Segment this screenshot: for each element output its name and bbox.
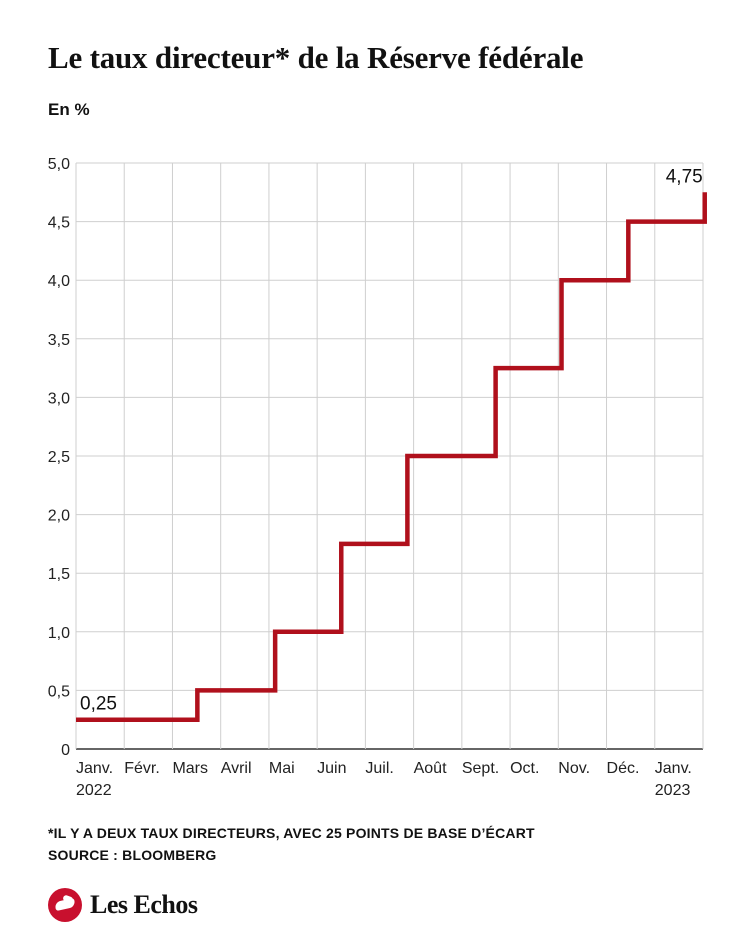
y-tick-label: 4,5 <box>48 215 70 232</box>
brand-logo: Les Echos <box>48 888 198 922</box>
step-line-chart: 0 0,5 1,0 1,5 2,0 2,5 3,0 3,5 4,0 4,5 5,0 Janv. 202… <box>48 156 707 799</box>
x-tick-label: Mai <box>269 760 295 777</box>
x-tick-label: Sept. <box>462 760 499 777</box>
x-axis-ticks: Janv. 2022 Févr. Mars Avril Mai Juin Juil. Août S… <box>76 760 692 799</box>
y-tick-label: 0 <box>61 742 70 759</box>
y-tick-label: 4,0 <box>48 273 70 290</box>
y-tick-label: 1,5 <box>48 566 70 583</box>
chart-grid <box>75 162 704 750</box>
series-layer <box>75 192 707 722</box>
y-axis-ticks: 0 0,5 1,0 1,5 2,0 2,5 3,0 3,5 4,0 4,5 5,0 <box>48 156 70 759</box>
source-line: SOURCE : BLOOMBERG <box>48 847 217 863</box>
x-tick-year-label: 2022 <box>76 782 112 799</box>
y-tick-label: 3,5 <box>48 332 70 349</box>
y-tick-label: 2,0 <box>48 508 70 525</box>
annotation-layer: 0,25 4,75 <box>80 166 703 714</box>
chart-title: Le taux directeur* de la Réserve fédéral… <box>48 40 584 75</box>
x-tick-label: Janv. <box>655 760 692 777</box>
footnotes: *IL Y A DEUX TAUX DIRECTEURS, AVEC 25 PO… <box>48 822 535 866</box>
y-tick-label: 3,0 <box>48 390 70 407</box>
x-tick-label: Janv. <box>76 760 113 777</box>
x-tick-label: Avril <box>221 760 252 777</box>
value-annotation: 4,75 <box>666 166 703 187</box>
x-tick-label: Oct. <box>510 760 539 777</box>
x-tick-label: Nov. <box>558 760 590 777</box>
value-annotation: 0,25 <box>80 694 117 715</box>
x-tick-label: Août <box>414 760 447 777</box>
rooster-logo-icon <box>48 888 82 922</box>
x-tick-label: Févr. <box>124 760 160 777</box>
y-axis-unit: En % <box>48 100 90 119</box>
y-tick-label: 2,5 <box>48 449 70 466</box>
footnote: *IL Y A DEUX TAUX DIRECTEURS, AVEC 25 PO… <box>48 825 535 841</box>
brand-name: Les Echos <box>90 890 198 919</box>
x-tick-label: Juil. <box>365 760 393 777</box>
x-tick-label: Juin <box>317 760 346 777</box>
x-tick-year-label: 2023 <box>655 782 691 799</box>
y-tick-label: 5,0 <box>48 156 70 173</box>
x-tick-label: Déc. <box>607 760 640 777</box>
y-tick-label: 0,5 <box>48 683 70 700</box>
y-tick-label: 1,0 <box>48 625 70 642</box>
x-tick-label: Mars <box>172 760 208 777</box>
